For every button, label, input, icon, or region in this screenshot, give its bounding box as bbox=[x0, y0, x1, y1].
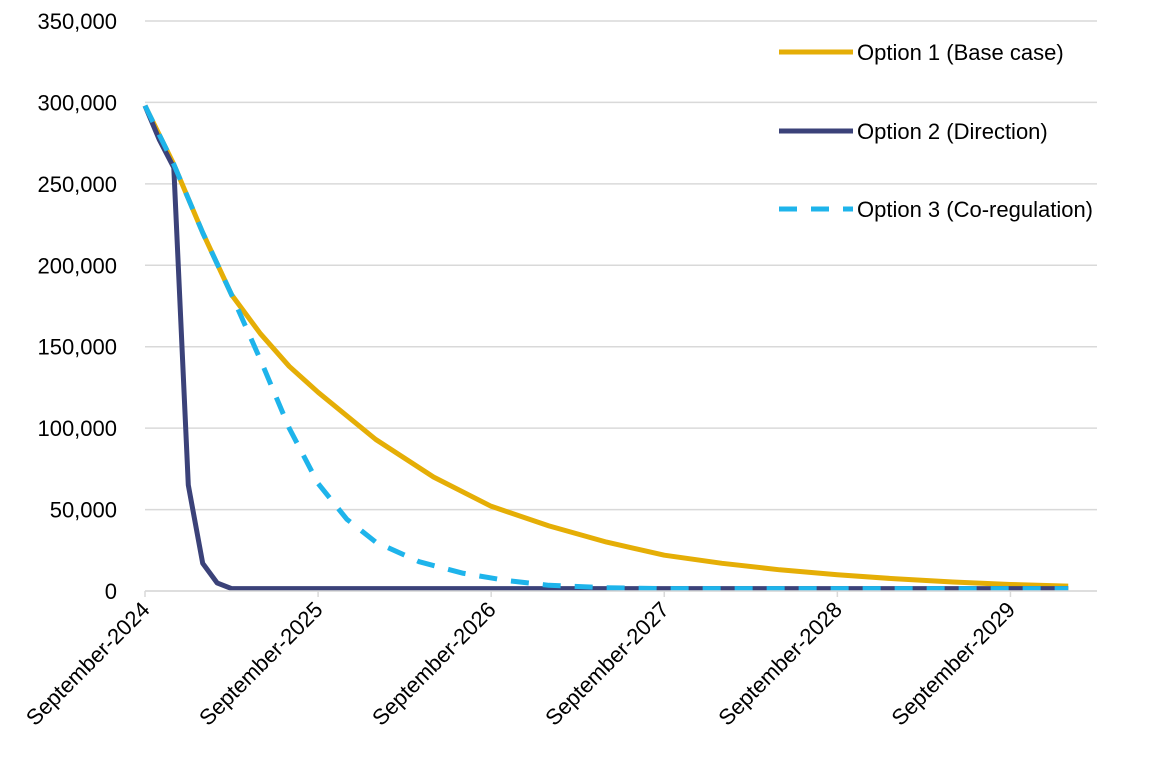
series-layer bbox=[142, 104, 1069, 592]
y-tick-label: 0 bbox=[105, 579, 117, 604]
y-tick-label: 150,000 bbox=[37, 335, 117, 360]
series-line-3 bbox=[142, 104, 1069, 592]
series-line-1 bbox=[142, 104, 1069, 589]
y-tick-label: 300,000 bbox=[37, 90, 117, 115]
y-tick-label: 50,000 bbox=[50, 498, 117, 523]
x-tick-label: September-2026 bbox=[367, 597, 501, 731]
y-tick-label: 350,000 bbox=[37, 9, 117, 34]
x-tick-label: September-2024 bbox=[21, 597, 155, 731]
legend: Option 1 (Base case) Option 2 (Direction)… bbox=[779, 40, 1093, 222]
grid-layer bbox=[145, 20, 1097, 592]
x-tick-label: September-2025 bbox=[194, 597, 328, 731]
x-tick-label: September-2029 bbox=[886, 597, 1020, 731]
y-tick-label: 250,000 bbox=[37, 172, 117, 197]
legend-label-1: Option 1 (Base case) bbox=[857, 40, 1064, 65]
y-tick-label: 100,000 bbox=[37, 416, 117, 441]
legend-label-3: Option 3 (Co-regulation) bbox=[857, 197, 1093, 222]
x-tick-label: September-2028 bbox=[713, 597, 847, 731]
legend-label-2: Option 2 (Direction) bbox=[857, 119, 1048, 144]
y-tick-label: 200,000 bbox=[37, 253, 117, 278]
x-tick-label: September-2027 bbox=[540, 597, 674, 731]
